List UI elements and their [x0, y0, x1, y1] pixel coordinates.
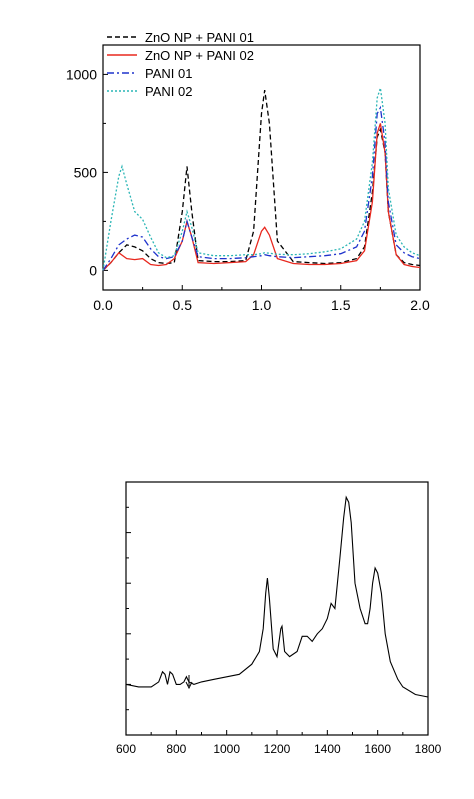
panel-b-annotations — [185, 675, 193, 690]
panel-b: 600 800 1000 1200 1400 1600 1800 — [116, 481, 442, 756]
x-tick-label: 1400 — [314, 742, 341, 756]
x-tick-label: 0.0 — [93, 297, 113, 313]
series-line-4 — [102, 87, 421, 271]
panel-b-axes: 600 800 1000 1200 1400 1600 1800 — [116, 481, 442, 756]
x-tick-label: 1.0 — [252, 297, 272, 313]
series-line-3 — [102, 105, 421, 271]
x-tick-label: 1600 — [364, 742, 391, 756]
y-tick-label: 0 — [89, 262, 97, 278]
x-tick-label: 1200 — [264, 742, 291, 756]
x-tick-label: 2.0 — [410, 297, 430, 313]
panel-a: 0.0 0.5 1.0 1.5 2.0 0 500 1000 ZnO NP + PANI 01… — [66, 30, 430, 313]
y-tick-label: 500 — [74, 164, 98, 180]
panel-b-series — [125, 495, 429, 698]
y-tick-label: 1000 — [66, 66, 97, 82]
x-tick-label: 1000 — [213, 742, 240, 756]
series-line-1 — [102, 90, 421, 271]
raman-spectrum-line — [125, 495, 429, 698]
x-tick-label: 0.5 — [173, 297, 193, 313]
panel-a-axes: 0.0 0.5 1.0 1.5 2.0 0 500 1000 — [66, 44, 430, 313]
x-tick-label: 600 — [116, 742, 136, 756]
legend-label-2: ZnO NP + PANI 02 — [145, 48, 254, 63]
panel-a-series — [102, 87, 421, 271]
x-tick-label: 1.5 — [331, 297, 351, 313]
legend-label-1: ZnO NP + PANI 01 — [145, 30, 254, 45]
series-line-2 — [102, 123, 421, 271]
panel-a-legend: ZnO NP + PANI 01 ZnO NP + PANI 02 PANI 01 P… — [107, 30, 254, 99]
x-tick-label: 1800 — [415, 742, 442, 756]
annotation-amine-arrowhead — [185, 681, 193, 690]
legend-label-3: PANI 01 — [145, 66, 192, 81]
legend-label-4: PANI 02 — [145, 84, 192, 99]
x-tick-label: 800 — [166, 742, 186, 756]
